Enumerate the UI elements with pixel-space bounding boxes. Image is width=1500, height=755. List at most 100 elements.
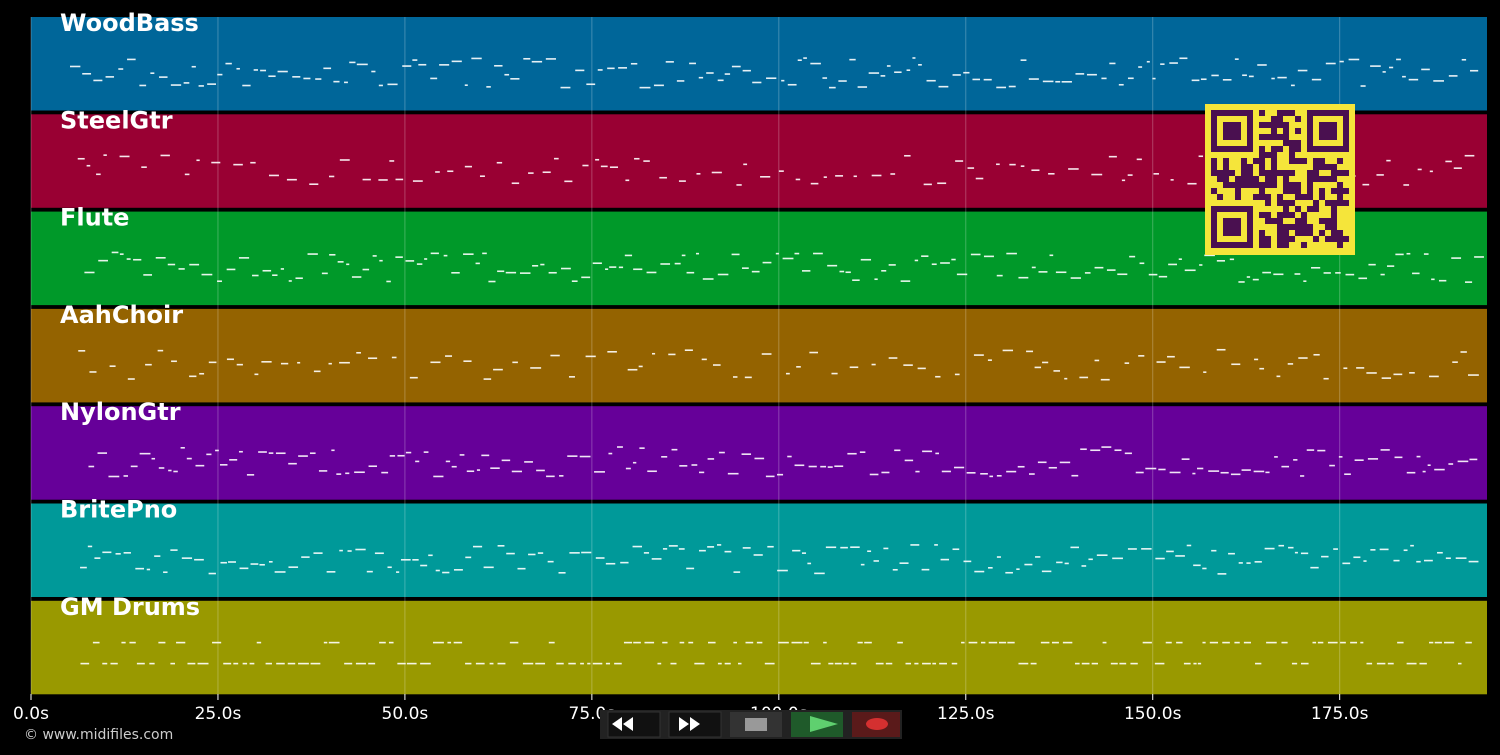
note bbox=[1127, 77, 1134, 80]
note bbox=[1068, 168, 1079, 170]
note bbox=[1345, 273, 1355, 276]
note bbox=[1145, 467, 1157, 470]
note bbox=[674, 262, 681, 265]
note bbox=[1333, 548, 1338, 550]
note bbox=[198, 85, 204, 87]
note bbox=[1186, 544, 1192, 547]
note bbox=[252, 274, 259, 277]
note bbox=[108, 475, 120, 478]
note bbox=[1074, 662, 1080, 665]
note bbox=[1294, 273, 1301, 275]
note bbox=[618, 67, 628, 69]
note bbox=[389, 160, 395, 162]
note bbox=[1342, 562, 1351, 565]
note bbox=[765, 475, 775, 478]
qr-cell bbox=[1259, 188, 1265, 194]
note bbox=[1380, 449, 1390, 451]
qr-cell bbox=[1289, 236, 1295, 242]
note bbox=[918, 64, 922, 66]
qr-cell bbox=[1259, 164, 1265, 170]
qr-cell bbox=[1253, 194, 1259, 200]
qr-cell bbox=[1283, 170, 1289, 176]
note bbox=[1203, 371, 1207, 373]
qr-cell bbox=[1259, 212, 1265, 218]
note bbox=[362, 178, 371, 181]
note bbox=[777, 569, 788, 572]
note bbox=[996, 474, 1002, 477]
note bbox=[644, 641, 655, 644]
note bbox=[168, 469, 172, 472]
note bbox=[197, 662, 209, 665]
note bbox=[528, 172, 534, 174]
note bbox=[249, 662, 255, 665]
note bbox=[194, 558, 204, 561]
note bbox=[702, 278, 714, 280]
note bbox=[660, 263, 671, 265]
note bbox=[109, 365, 116, 367]
note bbox=[694, 662, 705, 665]
note bbox=[303, 77, 311, 80]
note bbox=[1183, 662, 1191, 665]
qr-cell bbox=[1331, 224, 1337, 230]
note bbox=[1353, 556, 1361, 559]
note bbox=[238, 257, 250, 259]
qr-cell bbox=[1283, 212, 1289, 218]
qr-cell bbox=[1223, 182, 1229, 188]
note bbox=[328, 641, 340, 644]
note bbox=[940, 558, 950, 561]
note bbox=[77, 157, 85, 160]
note bbox=[1367, 458, 1379, 460]
note bbox=[678, 180, 686, 182]
note bbox=[807, 562, 812, 565]
qr-cell bbox=[1259, 194, 1265, 200]
note bbox=[1313, 353, 1320, 356]
note bbox=[167, 263, 176, 266]
note bbox=[1080, 448, 1087, 451]
note bbox=[94, 557, 101, 559]
note bbox=[1387, 662, 1394, 665]
note bbox=[1396, 58, 1401, 61]
note bbox=[1460, 351, 1467, 353]
note bbox=[537, 552, 544, 554]
note bbox=[1101, 446, 1112, 448]
note bbox=[808, 465, 817, 468]
note bbox=[545, 58, 556, 60]
note bbox=[1071, 474, 1079, 477]
note bbox=[921, 568, 930, 571]
note bbox=[261, 361, 272, 363]
note bbox=[1444, 641, 1455, 644]
note bbox=[356, 63, 368, 66]
qr-cell bbox=[1331, 206, 1337, 212]
note bbox=[1041, 570, 1052, 573]
note bbox=[568, 376, 575, 378]
note bbox=[794, 464, 805, 467]
note bbox=[445, 460, 451, 463]
note bbox=[1100, 378, 1110, 381]
note bbox=[671, 448, 678, 451]
note bbox=[82, 72, 92, 75]
qr-cell bbox=[1307, 170, 1313, 176]
x-tick-label: 175.0s bbox=[1311, 704, 1369, 724]
note bbox=[388, 641, 394, 644]
note bbox=[762, 261, 772, 264]
note bbox=[159, 76, 168, 78]
qr-cell bbox=[1337, 200, 1343, 206]
note bbox=[1266, 641, 1277, 644]
note bbox=[339, 549, 343, 552]
note bbox=[624, 254, 633, 257]
note bbox=[170, 84, 182, 86]
note bbox=[199, 372, 205, 375]
note bbox=[625, 179, 630, 182]
note bbox=[668, 545, 678, 547]
note bbox=[1202, 641, 1206, 644]
qr-cell bbox=[1283, 110, 1289, 116]
qr-cell bbox=[1337, 242, 1343, 248]
note bbox=[966, 472, 976, 474]
note bbox=[1325, 62, 1336, 65]
qr-cell bbox=[1259, 146, 1265, 152]
note bbox=[80, 566, 87, 569]
qr-cell bbox=[1283, 140, 1289, 146]
note bbox=[632, 461, 637, 464]
track-lane bbox=[31, 600, 1487, 695]
